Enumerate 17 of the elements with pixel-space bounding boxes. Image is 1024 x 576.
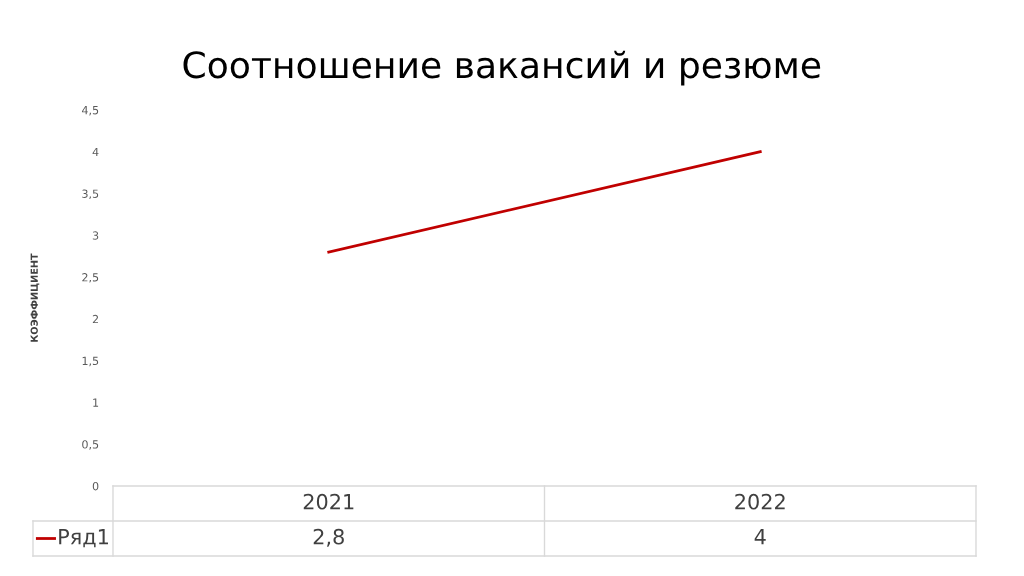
y-tick-label: 1,5 bbox=[82, 356, 99, 367]
x-tick-label: 2022 bbox=[735, 493, 785, 510]
y-tick-label: 2 bbox=[92, 314, 98, 324]
y-tick-label: 1 bbox=[93, 398, 99, 407]
legend-label: Ряд1 bbox=[59, 529, 108, 548]
data-label: 2,8 bbox=[313, 528, 344, 547]
y-axis-title: КОЭФФИЦИЕНТ bbox=[30, 253, 40, 342]
y-tick-label: 4,5 bbox=[81, 106, 99, 116]
y-tick-label: 3 bbox=[92, 231, 99, 240]
data-label: 4 bbox=[754, 529, 766, 545]
y-tick-label: 4 bbox=[92, 147, 99, 156]
y-tick-label: 2,5 bbox=[82, 273, 99, 283]
y-tick-label: 0 bbox=[92, 481, 99, 491]
y-tick-label: 3,5 bbox=[82, 189, 99, 200]
y-tick-label: 0,5 bbox=[82, 440, 99, 450]
x-tick-label: 2021 bbox=[303, 493, 354, 510]
chart-title: Соотношение вакансий и резюме bbox=[183, 50, 821, 86]
